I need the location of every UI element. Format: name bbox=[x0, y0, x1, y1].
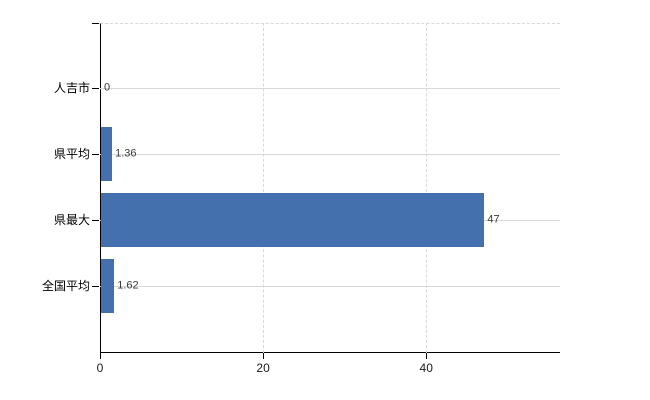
y-axis-tick bbox=[92, 88, 99, 89]
bar-value-label: 1.62 bbox=[117, 279, 139, 292]
category-label: 県最大 bbox=[53, 213, 90, 227]
category-label: 県平均 bbox=[53, 147, 90, 161]
x-axis-tick-label: 40 bbox=[419, 361, 433, 375]
category-label: 全国平均 bbox=[41, 279, 90, 293]
bar-value-label: 1.36 bbox=[115, 147, 137, 160]
x-gridline bbox=[426, 23, 428, 353]
y-axis-tick bbox=[92, 23, 99, 24]
bar bbox=[101, 127, 113, 181]
bar-value-label: 47 bbox=[487, 213, 500, 226]
category-gridline bbox=[100, 88, 560, 89]
y-axis-tick bbox=[92, 220, 99, 221]
bar-value-label: 0 bbox=[104, 81, 111, 94]
x-axis-tick-label: 0 bbox=[96, 361, 104, 375]
y-axis-tick bbox=[92, 154, 99, 155]
x-axis-tick-label: 20 bbox=[256, 361, 270, 375]
category-label: 人吉市 bbox=[53, 81, 90, 95]
x-gridline bbox=[263, 23, 265, 353]
x-axis-tick bbox=[100, 353, 101, 359]
category-gridline bbox=[100, 286, 560, 287]
category-gridline bbox=[100, 154, 560, 155]
plot-area bbox=[100, 23, 560, 353]
y-axis-tick bbox=[92, 286, 99, 287]
bar bbox=[101, 193, 485, 247]
x-axis-tick bbox=[426, 353, 428, 359]
x-axis-tick bbox=[263, 353, 265, 359]
bar bbox=[101, 259, 115, 313]
